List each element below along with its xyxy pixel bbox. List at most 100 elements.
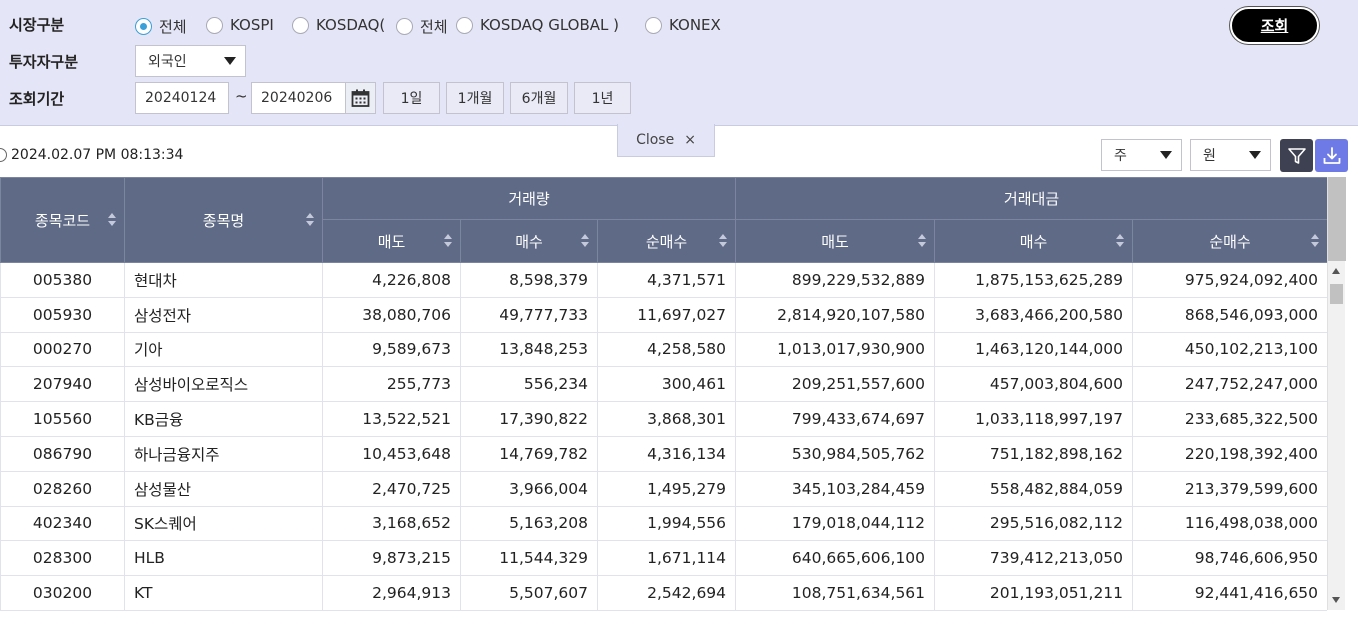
cell-value-sell: 345,103,284,459 xyxy=(735,470,936,507)
radio-indicator xyxy=(396,18,413,35)
investor-label: 투자자구분 xyxy=(9,53,79,71)
col-header-volume-net[interactable]: 순매수 xyxy=(596,219,737,263)
radio-label: KOSDAQ GLOBAL ) xyxy=(480,16,619,34)
table-row[interactable]: 000270 기아 9,589,673 13,848,253 4,258,580 1,01… xyxy=(0,331,1327,368)
close-panel-tab[interactable]: Close × xyxy=(617,124,715,157)
header-label: 매도 xyxy=(377,232,406,251)
cell-value-buy: 558,482,884,059 xyxy=(934,470,1134,507)
end-date-input[interactable]: 20240206 xyxy=(251,82,346,114)
filter-icon xyxy=(1287,147,1306,164)
cell-value-sell: 1,013,017,930,900 xyxy=(735,331,936,368)
sort-icon[interactable] xyxy=(918,233,927,249)
table-row[interactable]: 028300 HLB 9,873,215 11,544,329 1,671,114 640… xyxy=(0,540,1327,577)
cell-name: 하나금융지주 xyxy=(124,435,323,472)
cell-volume-net: 4,258,580 xyxy=(596,331,737,368)
sort-icon[interactable] xyxy=(306,212,314,228)
scrollbar-header-block xyxy=(1328,177,1346,261)
cell-value-sell: 899,229,532,889 xyxy=(735,262,936,298)
amount-unit-select[interactable]: 원 xyxy=(1190,139,1271,171)
radio-label: 전체 xyxy=(159,18,187,36)
cell-value-net: 868,546,093,000 xyxy=(1132,296,1327,333)
sort-icon[interactable] xyxy=(444,233,452,249)
group-header-volume: 거래량 xyxy=(321,177,737,220)
period-6month-button[interactable]: 6개월 xyxy=(510,82,568,114)
col-header-code[interactable]: 종목코드 xyxy=(0,177,125,263)
table-row[interactable]: 030200 KT 2,964,913 5,507,607 2,542,694 108,7… xyxy=(0,575,1327,611)
period-1month-button[interactable]: 1개월 xyxy=(446,82,504,114)
cell-volume-buy: 556,234 xyxy=(460,366,598,403)
calendar-button[interactable] xyxy=(345,82,376,114)
scrollbar-thumb[interactable] xyxy=(1330,284,1343,304)
timestamp: 2024.02.07 PM 08:13:34 xyxy=(11,147,184,163)
scroll-up-icon[interactable] xyxy=(1332,268,1340,274)
filter-button[interactable] xyxy=(1280,139,1313,172)
table-row[interactable]: 028260 삼성물산 2,470,725 3,966,004 1,495,279 345… xyxy=(0,470,1327,507)
radio-kosdaq-global[interactable]: KOSDAQ GLOBAL ) xyxy=(456,16,619,34)
search-button[interactable]: 조회 xyxy=(1230,7,1319,44)
cell-value-buy: 201,193,051,211 xyxy=(934,575,1134,611)
cell-value-net: 98,746,606,950 xyxy=(1132,540,1327,577)
sort-icon[interactable] xyxy=(108,212,116,228)
start-date-input[interactable]: 20240124 xyxy=(135,82,229,114)
cell-volume-net: 4,316,134 xyxy=(596,435,737,472)
market-label: 시장구분 xyxy=(9,16,65,34)
cell-value-buy: 739,412,213,050 xyxy=(934,540,1134,577)
col-header-name[interactable]: 종목명 xyxy=(124,177,323,263)
col-header-value-sell[interactable]: 매도 xyxy=(735,219,936,263)
cell-code: 028300 xyxy=(0,540,125,577)
header-label: 매수 xyxy=(515,232,543,251)
cell-name: KB금융 xyxy=(124,401,323,437)
cell-volume-buy: 11,544,329 xyxy=(460,540,598,577)
investor-select[interactable]: 외국인 xyxy=(135,45,246,77)
period-1day-button[interactable]: 1일 xyxy=(383,82,440,114)
table-row[interactable]: 005380 현대차 4,226,808 8,598,379 4,371,571 899,… xyxy=(0,262,1327,298)
cell-name: 기아 xyxy=(124,331,323,368)
radio-market-all[interactable]: 전체 xyxy=(135,16,187,37)
table-row[interactable]: 086790 하나금융지주 10,453,648 14,769,782 4,316,13… xyxy=(0,435,1327,472)
clock-icon xyxy=(0,148,7,162)
amount-unit-value: 원 xyxy=(1203,148,1216,164)
cell-name: HLB xyxy=(124,540,323,577)
quantity-unit-select[interactable]: 주 xyxy=(1101,139,1182,171)
radio-kosdaq-all[interactable]: 전체 xyxy=(396,16,448,37)
period-button-label: 1년 xyxy=(591,91,614,107)
scroll-down-icon[interactable] xyxy=(1332,597,1340,603)
trading-table: 종목코드 종목명 거래량 거래대금 매도 매수 순매수 매도 매수 순매수 00… xyxy=(0,177,1327,611)
cell-value-net: 450,102,213,100 xyxy=(1132,331,1327,368)
cell-volume-buy: 5,163,208 xyxy=(460,505,598,542)
cell-volume-sell: 2,470,725 xyxy=(322,470,461,507)
cell-code: 207940 xyxy=(0,366,125,403)
close-icon: × xyxy=(684,132,696,148)
cell-value-net: 233,685,322,500 xyxy=(1132,401,1327,437)
download-icon xyxy=(1323,146,1340,164)
sort-icon[interactable] xyxy=(581,233,589,249)
table-row[interactable]: 005930 삼성전자 38,080,706 49,777,733 11,697,027… xyxy=(0,296,1327,333)
radio-label: KONEX xyxy=(669,16,721,34)
download-button[interactable] xyxy=(1315,139,1348,172)
radio-indicator xyxy=(292,16,309,34)
sort-icon[interactable] xyxy=(719,233,728,249)
cell-name: 삼성바이오로직스 xyxy=(124,366,323,403)
table-row[interactable]: 207940 삼성바이오로직스 255,773 556,234 300,461 209,2… xyxy=(0,366,1327,403)
sort-icon[interactable] xyxy=(1116,233,1125,249)
cell-value-buy: 295,516,082,112 xyxy=(934,505,1134,542)
sort-icon[interactable] xyxy=(1311,233,1320,249)
table-row[interactable]: 105560 KB금융 13,522,521 17,390,822 3,868,301 7… xyxy=(0,401,1327,437)
radio-market-kosdaq[interactable]: KOSDAQ( xyxy=(292,16,385,34)
cell-volume-sell: 38,080,706 xyxy=(322,296,461,333)
start-date-value: 20240124 xyxy=(145,90,217,106)
col-header-volume-buy[interactable]: 매수 xyxy=(460,219,598,263)
cell-volume-net: 300,461 xyxy=(596,366,737,403)
vertical-scrollbar[interactable] xyxy=(1327,177,1346,610)
col-header-volume-sell[interactable]: 매도 xyxy=(322,219,461,263)
col-header-value-net[interactable]: 순매수 xyxy=(1132,219,1327,263)
table-body: 005380 현대차 4,226,808 8,598,379 4,371,571 899,… xyxy=(0,262,1327,611)
radio-market-kospi[interactable]: KOSPI xyxy=(206,16,274,34)
close-label: Close xyxy=(636,132,675,148)
radio-market-konex[interactable]: KONEX xyxy=(645,16,721,34)
period-button-label: 1개월 xyxy=(457,91,493,107)
col-header-value-buy[interactable]: 매수 xyxy=(934,219,1134,263)
radio-label: KOSPI xyxy=(230,16,274,34)
period-1year-button[interactable]: 1년 xyxy=(574,82,631,114)
table-row[interactable]: 402340 SK스퀘어 3,168,652 5,163,208 1,994,556 17… xyxy=(0,505,1327,542)
